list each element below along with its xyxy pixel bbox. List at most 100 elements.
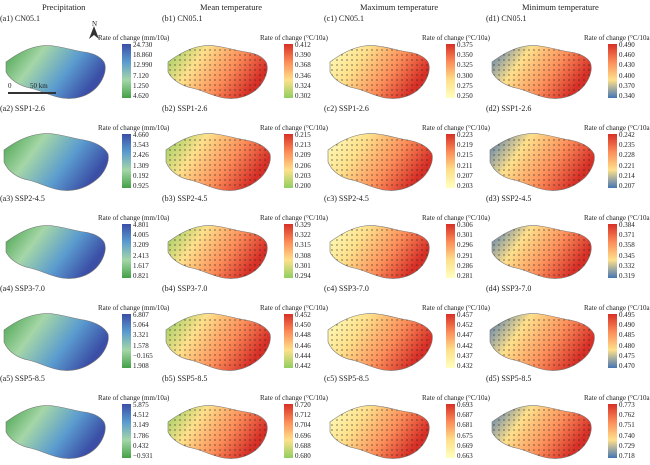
- region-map: [329, 405, 430, 459]
- colorbar-ticks: 0.773 0.762 0.751 0.740 0.729 0.718: [619, 402, 650, 462]
- colorbar-tick-label: 0.214: [619, 171, 635, 180]
- panel-label: (b2) SSP1-2.6: [162, 104, 208, 113]
- colorbar: [608, 404, 617, 458]
- panel-label: (d4) SSP3-7.0: [486, 284, 532, 293]
- panel-label: (a1) CN05.1: [0, 14, 40, 23]
- region-map: [167, 45, 268, 99]
- colorbar-title: Rate of change (°C/10a): [584, 304, 650, 312]
- colorbar-tick-label: 2.413: [133, 251, 149, 260]
- colorbar-tick-label: 0.444: [295, 351, 311, 360]
- colorbar-title: Rate of change (°C/10a): [422, 394, 490, 402]
- colorbar-title: Rate of change (°C/10a): [260, 304, 328, 312]
- colorbar-title: Rate of change (°C/10a): [260, 394, 328, 402]
- colorbar-ticks: 24.730 18.860 12.990 7.120 1.250 4.620: [133, 42, 173, 102]
- map-panel: (d4) SSP3-7.0 Rate of change (°C/10a) 0.4…: [486, 282, 650, 374]
- colorbar-title: Rate of change (mm/10a): [98, 34, 170, 42]
- colorbar-tick-label: 0.457: [457, 311, 473, 319]
- colorbar-tick-label: 2.426: [133, 151, 149, 160]
- colorbar-tick-label: 0.470: [619, 362, 635, 370]
- colorbar: [122, 224, 131, 278]
- colorbar-tick-label: 0.762: [619, 411, 635, 420]
- colorbar-tick-label: 0.350: [457, 51, 473, 60]
- colorbar-tick-label: 0.490: [619, 41, 635, 49]
- colorbar-tick-label: 0.447: [457, 331, 473, 340]
- colorbar-title: Rate of change (mm/10a): [98, 304, 170, 312]
- colorbar-tick-label: 0.773: [619, 401, 635, 409]
- colorbar-tick-label: 0.681: [457, 421, 473, 430]
- colorbar-ticks: 0.384 0.371 0.358 0.345 0.332 0.319: [619, 222, 650, 282]
- colorbar-tick-label: 0.740: [619, 431, 635, 440]
- map-panel: (a5) SSP5-8.5 Rate of change (mm/10a) 5.8…: [0, 372, 169, 464]
- map-panel: (b2) SSP1-2.6 Rate of change (°C/10a) 0.2…: [162, 102, 328, 194]
- panel-label: (c1) CN05.1: [324, 14, 364, 23]
- colorbar-tick-label: 1.309: [133, 161, 149, 170]
- colorbar-tick-label: 3.543: [133, 141, 149, 150]
- colorbar-ticks: 4.660 3.543 2.426 1.309 0.192 0.925: [133, 132, 173, 192]
- colorbar-ticks: 0.720 0.712 0.704 0.696 0.688 0.680: [295, 402, 335, 462]
- colorbar: [284, 134, 293, 188]
- panel-label: (c3) SSP2-4.5: [324, 194, 369, 203]
- colorbar-tick-label: 18.860: [133, 51, 153, 60]
- colorbar-tick-label: 0.696: [295, 431, 311, 440]
- colorbar-tick-label: 7.120: [133, 71, 149, 80]
- colorbar-tick-label: 0.332: [619, 261, 635, 270]
- column-title-precipitation: Precipitation: [42, 2, 86, 12]
- colorbar-tick-label: 4.620: [133, 92, 149, 100]
- colorbar-tick-label: 0.371: [619, 231, 635, 240]
- map-panel: (a3) SSP2-4.5 Rate of change (mm/10a) 4.8…: [0, 192, 169, 284]
- colorbar-tick-label: 0.452: [295, 311, 311, 319]
- colorbar-title: Rate of change (°C/10a): [260, 34, 328, 42]
- colorbar-tick-label: 0.306: [457, 221, 473, 229]
- colorbar: [446, 404, 455, 458]
- colorbar: [122, 134, 131, 188]
- panel-label: (a3) SSP2-4.5: [0, 194, 45, 203]
- colorbar-tick-label: 0.242: [619, 131, 635, 139]
- map-panel: (c5) SSP5-8.5 Rate of change (°C/10a) 0.6…: [324, 372, 490, 464]
- colorbar-tick-label: 0.301: [457, 231, 473, 240]
- panel-label: (a5) SSP5-8.5: [0, 374, 45, 383]
- colorbar-tick-label: 0.203: [295, 171, 311, 180]
- colorbar-tick-label: 0.209: [295, 151, 311, 160]
- colorbar: [284, 44, 293, 98]
- region-map: [491, 405, 592, 459]
- colorbar-tick-label: 0.452: [457, 321, 473, 330]
- region-map: [165, 133, 271, 191]
- colorbar-tick-label: 0.296: [457, 241, 473, 250]
- colorbar-tick-label: 0.286: [457, 261, 473, 270]
- colorbar-tick-label: 0.319: [619, 272, 635, 280]
- colorbar-tick-label: 0.446: [295, 341, 311, 350]
- colorbar-tick-label: 0.669: [457, 441, 473, 450]
- colorbar-tick-label: 0.203: [457, 182, 473, 190]
- region-map: [491, 45, 592, 99]
- panel-label: (c4) SSP3-7.0: [324, 284, 369, 293]
- colorbar-tick-label: 0.219: [457, 141, 473, 150]
- region-map: [167, 405, 268, 459]
- colorbar: [446, 44, 455, 98]
- colorbar-tick-label: 0.200: [295, 182, 311, 190]
- colorbar-tick-label: 0.294: [295, 272, 311, 280]
- scale-text: 50 km: [30, 82, 48, 90]
- colorbar-tick-label: 0.720: [295, 401, 311, 409]
- map-panel: (b4) SSP3-7.0 Rate of change (°C/10a) 0.4…: [162, 282, 328, 374]
- colorbar-tick-label: 0.490: [619, 321, 635, 330]
- colorbar: [608, 44, 617, 98]
- colorbar: [446, 134, 455, 188]
- colorbar-tick-label: 0.712: [295, 411, 311, 420]
- colorbar-tick-label: 0.302: [295, 92, 311, 100]
- region-map: [327, 313, 433, 371]
- colorbar: [608, 314, 617, 368]
- colorbar-tick-label: 1.578: [133, 341, 149, 350]
- colorbar-title: Rate of change (°C/10a): [584, 394, 650, 402]
- panel-label: (a4) SSP3-7.0: [0, 284, 45, 293]
- colorbar-tick-label: −0.165: [133, 351, 153, 360]
- colorbar-tick-label: 0.308: [295, 251, 311, 260]
- colorbar-tick-label: 24.730: [133, 41, 153, 49]
- colorbar-title: Rate of change (°C/10a): [422, 124, 490, 132]
- north-label: N: [92, 20, 98, 28]
- colorbar-tick-label: 3.209: [133, 241, 149, 250]
- map-panel: (c1) CN05.1 Rate of change (°C/10a) 0.375…: [324, 12, 490, 104]
- panel-label: (c2) SSP1-2.6: [324, 104, 369, 113]
- colorbar-ticks: 0.306 0.301 0.296 0.291 0.286 0.281: [457, 222, 497, 282]
- colorbar-tick-label: 0.370: [619, 81, 635, 90]
- colorbar-tick-label: 0.207: [619, 182, 635, 190]
